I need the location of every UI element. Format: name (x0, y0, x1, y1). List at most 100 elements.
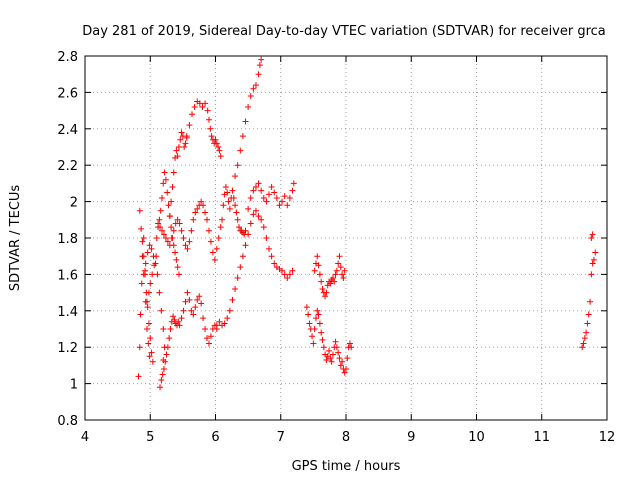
data-point (303, 304, 310, 311)
x-tick-label: 8 (342, 430, 350, 445)
data-point (164, 238, 171, 245)
data-point (174, 153, 181, 160)
data-point (256, 62, 263, 69)
data-point (148, 245, 155, 252)
plot-frame (84, 55, 608, 421)
data-point (202, 326, 209, 332)
data-point (332, 338, 339, 345)
data-point (138, 280, 145, 287)
data-point (314, 307, 321, 314)
data-point (343, 366, 349, 373)
data-point (289, 267, 296, 274)
data-point (176, 220, 183, 227)
data-point (166, 335, 173, 342)
data-point (263, 198, 270, 205)
x-tick-label: 5 (146, 430, 154, 445)
data-point (258, 56, 265, 63)
data-point (245, 205, 252, 212)
y-tick-label: 1.8 (57, 232, 78, 247)
data-point (140, 235, 147, 241)
data-point (184, 289, 191, 296)
data-point (337, 264, 344, 271)
data-point (200, 315, 207, 322)
x-tick-label: 6 (211, 430, 219, 445)
data-point (157, 207, 164, 214)
data-point (215, 235, 222, 241)
data-point (284, 202, 291, 209)
data-point (143, 298, 150, 305)
data-point (142, 260, 149, 267)
data-point (221, 320, 228, 327)
data-point (268, 184, 275, 191)
data-point (268, 253, 275, 260)
data-point (276, 202, 283, 209)
data-point (178, 315, 185, 322)
data-point (260, 194, 267, 201)
data-point (160, 180, 167, 187)
data-point (158, 194, 165, 201)
data-point (222, 184, 229, 191)
data-point (178, 129, 185, 136)
data-point (286, 271, 293, 278)
data-point (153, 253, 160, 260)
data-point (186, 296, 193, 303)
data-point (194, 205, 201, 212)
data-point (281, 193, 288, 200)
data-point (162, 358, 169, 365)
data-point (162, 235, 169, 241)
data-point (588, 235, 595, 241)
data-point (224, 189, 231, 196)
data-point (174, 264, 181, 271)
data-point (335, 349, 342, 356)
data-point (147, 280, 154, 287)
data-point (284, 275, 291, 282)
x-tick-label: 9 (407, 430, 415, 445)
data-point (255, 71, 262, 78)
data-point (172, 249, 179, 256)
data-point (258, 216, 265, 223)
data-point (173, 256, 180, 263)
data-point (207, 238, 214, 245)
data-point (213, 322, 220, 329)
data-point (242, 227, 249, 234)
data-point (135, 373, 142, 380)
data-point (189, 111, 196, 118)
data-point (247, 194, 254, 201)
data-point (183, 133, 190, 140)
data-point (198, 300, 205, 307)
data-point (205, 340, 212, 347)
data-point (344, 355, 351, 362)
data-point (234, 162, 241, 169)
tick-labels: 4 5 6 7 8 9 10 11 12 0.8 1 1.2 1.4 1.6 1.8 2 2.2 2.4 2.6 2.… (57, 50, 615, 445)
data-point (239, 253, 246, 260)
data-point (205, 116, 212, 123)
x-tick-label: 10 (468, 430, 485, 445)
y-tick-label: 2.8 (57, 50, 78, 65)
data-point (229, 296, 236, 303)
y-tick-label: 2.6 (57, 86, 78, 101)
data-point (271, 260, 278, 267)
data-point (220, 202, 227, 209)
data-point (145, 340, 152, 347)
data-point (196, 293, 203, 300)
data-point (237, 147, 244, 154)
data-point (235, 224, 242, 231)
data-point (160, 231, 167, 238)
data-point (336, 355, 343, 362)
data-point (316, 320, 323, 327)
data-point (229, 187, 236, 194)
data-point (202, 100, 209, 107)
data-point (145, 289, 152, 296)
y-tick-label: 2 (70, 196, 78, 211)
data-point (144, 249, 151, 256)
data-point (153, 235, 160, 241)
data-point (191, 103, 198, 110)
data-point (175, 271, 182, 278)
data-point (310, 340, 317, 347)
data-point (281, 271, 288, 278)
x-tick-label: 4 (81, 430, 89, 445)
data-point (232, 202, 239, 209)
data-point (192, 304, 199, 311)
data-point (148, 349, 155, 356)
